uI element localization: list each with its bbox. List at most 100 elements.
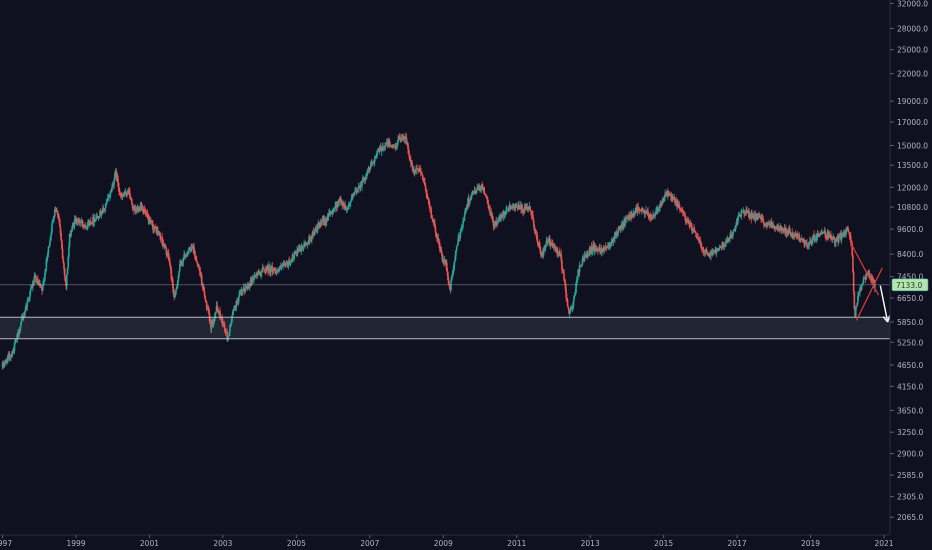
candle <box>783 224 786 232</box>
candle <box>29 283 32 295</box>
current-price-badge: 7133.0 <box>891 278 929 292</box>
candle <box>16 332 19 343</box>
candle <box>490 208 493 219</box>
candle <box>679 204 681 214</box>
candle <box>268 263 271 275</box>
candle <box>590 242 593 255</box>
candle <box>228 332 231 337</box>
candle <box>554 243 556 248</box>
support-zone <box>0 317 890 339</box>
candle <box>238 290 240 302</box>
candle <box>226 328 228 342</box>
candle <box>336 201 339 211</box>
y-tick-label: 10800.0 <box>897 203 928 212</box>
candle <box>644 212 647 218</box>
candle <box>231 314 233 324</box>
candle <box>686 216 689 223</box>
candle <box>349 200 352 207</box>
candle <box>667 187 669 200</box>
x-tick-label: 2021 <box>874 539 893 548</box>
candle <box>84 221 86 228</box>
candle <box>201 283 204 291</box>
candle <box>586 250 589 260</box>
candle <box>2 360 5 369</box>
candle <box>457 234 459 246</box>
candle <box>152 220 154 233</box>
candle <box>576 275 579 284</box>
candle <box>205 299 207 302</box>
y-axis[interactable]: 32000.0 28000.0 25000.0 22000.0 19000.0 17000… <box>889 0 929 535</box>
x-tick-label: 2001 <box>140 539 159 548</box>
candle <box>654 211 656 220</box>
candle <box>668 192 671 197</box>
candle <box>88 219 91 228</box>
candle <box>462 217 464 230</box>
candle <box>144 207 147 216</box>
candle <box>357 182 360 194</box>
x-axis[interactable]: 1997 1999 2001 2003 2005 2007 2009 2011 2013 2015… <box>0 534 894 548</box>
candle <box>579 264 582 266</box>
candle <box>578 261 581 278</box>
candle <box>345 206 348 214</box>
candle <box>9 356 12 361</box>
candle <box>12 347 14 354</box>
candle <box>394 142 397 152</box>
candle <box>650 213 652 223</box>
candle <box>271 262 274 276</box>
candle <box>461 225 464 232</box>
candle <box>214 312 216 321</box>
candle <box>104 202 107 213</box>
candle <box>594 243 596 252</box>
candle <box>487 200 490 210</box>
candle <box>164 243 166 249</box>
candle <box>7 352 9 363</box>
candle <box>179 259 181 273</box>
candle <box>236 297 238 306</box>
triangle-lower-line[interactable] <box>855 267 883 321</box>
candle <box>302 247 305 252</box>
candle <box>813 230 815 243</box>
candle <box>623 216 625 229</box>
candle <box>280 262 282 270</box>
candle <box>49 235 52 242</box>
candle <box>299 244 301 253</box>
candle <box>165 246 168 258</box>
x-tick-label: 2015 <box>654 539 673 548</box>
candle <box>515 202 517 209</box>
candle <box>789 227 791 234</box>
candle <box>429 202 431 213</box>
candle <box>847 228 850 233</box>
candlestick-series <box>1 132 876 370</box>
candle <box>8 351 11 362</box>
y-tick-label: 4150.0 <box>897 382 923 391</box>
triangle-upper-line[interactable] <box>850 243 880 296</box>
candle <box>734 224 737 233</box>
candle <box>491 213 494 223</box>
candle <box>464 207 466 215</box>
candle <box>446 259 448 272</box>
candle <box>13 340 16 355</box>
candle <box>174 292 176 299</box>
candle <box>141 203 144 213</box>
candle <box>159 231 161 241</box>
y-tick-label: 15000.0 <box>897 141 928 150</box>
candle <box>265 265 267 274</box>
candle <box>177 274 180 284</box>
candle <box>855 306 858 311</box>
candle <box>366 168 369 176</box>
candle <box>529 205 531 212</box>
candle <box>561 257 563 274</box>
candle <box>803 237 805 248</box>
down-arrow[interactable] <box>879 285 891 323</box>
candle <box>751 209 753 220</box>
candle <box>20 314 23 326</box>
candle <box>424 178 426 187</box>
candle <box>763 220 765 230</box>
candle <box>664 191 667 197</box>
candle <box>624 215 627 227</box>
candle <box>412 164 414 173</box>
candle <box>29 289 31 302</box>
candle <box>312 227 315 239</box>
